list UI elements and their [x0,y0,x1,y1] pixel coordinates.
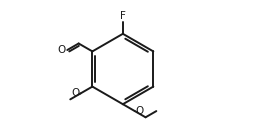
Text: O: O [57,45,66,55]
Text: F: F [120,11,126,21]
Text: O: O [71,88,80,99]
Text: O: O [135,106,144,116]
